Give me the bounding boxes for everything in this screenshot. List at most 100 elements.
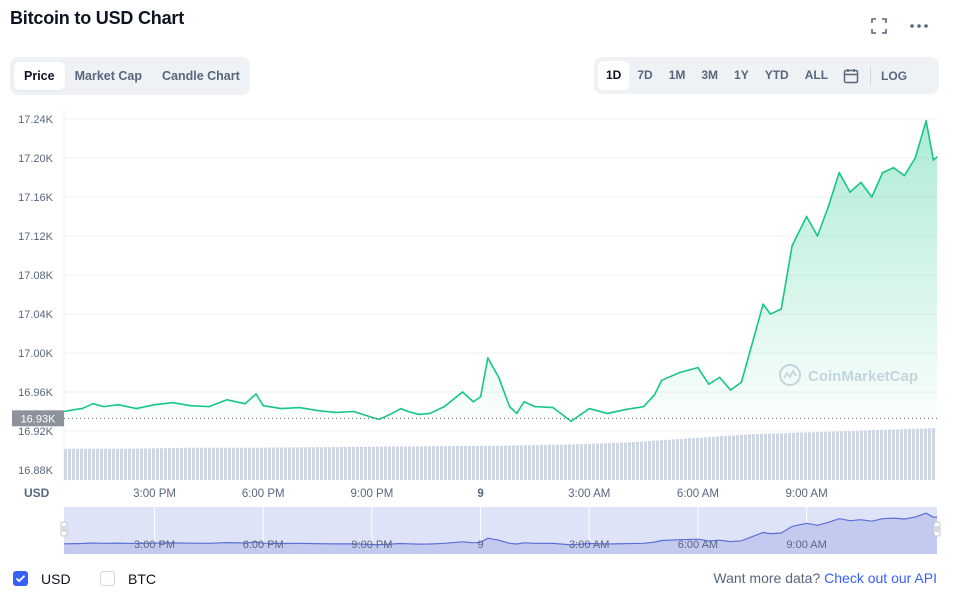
price-line-segment <box>679 366 699 374</box>
more-horizontal-icon[interactable] <box>907 14 931 38</box>
volume-bar <box>396 446 399 480</box>
volume-bar <box>268 447 271 480</box>
currency-axis-label: USD <box>24 486 50 500</box>
expand-icon[interactable] <box>867 14 891 38</box>
volume-bar <box>312 447 315 480</box>
range-3m[interactable]: 3M <box>701 68 719 82</box>
volume-bar <box>132 448 135 480</box>
volume-bar <box>404 446 407 480</box>
volume-bar <box>932 428 935 480</box>
navigator-handle[interactable] <box>60 521 68 537</box>
volume-bar <box>160 448 163 480</box>
price-line-segment <box>316 409 337 414</box>
price-line-segment <box>903 157 917 177</box>
y-tick-label: 17.04K <box>18 309 54 321</box>
volume-bar <box>84 448 87 480</box>
volume-bar <box>348 446 351 480</box>
volume-bar <box>740 434 743 480</box>
range-1m[interactable]: 1M <box>668 68 686 82</box>
tab-candle-chart[interactable]: Candle Chart <box>161 69 240 83</box>
volume-bar <box>700 437 703 480</box>
volume-bar <box>284 447 287 480</box>
api-promo: Want more data? Check out our API <box>713 570 937 586</box>
volume-bar <box>492 445 495 480</box>
navigator-tick-label: 9:00 AM <box>786 539 826 551</box>
volume-bar <box>540 445 543 480</box>
price-line-segment <box>153 401 174 406</box>
volume-bar <box>436 446 439 480</box>
volume-bar <box>204 447 207 480</box>
volume-bar <box>76 448 79 480</box>
range-ytd[interactable]: YTD <box>764 68 789 82</box>
volume-bar <box>576 444 579 480</box>
volume-bar <box>692 438 695 480</box>
volume-bar <box>172 448 175 480</box>
navigator-handle[interactable] <box>933 521 941 537</box>
volume-bar <box>908 428 911 480</box>
navigator-tick-label: 9:00 PM <box>351 539 392 551</box>
x-tick-label: 3:00 AM <box>568 488 610 500</box>
price-line-segment <box>805 215 819 237</box>
volume-bar <box>684 438 687 480</box>
volume-bar <box>764 433 767 480</box>
price-line-segment <box>117 403 138 410</box>
price-line-segment <box>487 357 500 379</box>
volume-bar <box>888 429 891 480</box>
price-line-segment <box>769 308 783 315</box>
volume-bar <box>260 447 263 480</box>
btc-checkbox[interactable] <box>100 571 115 586</box>
tab-market-cap[interactable]: Market Cap <box>74 69 142 83</box>
price-line-segment <box>892 166 906 177</box>
range-1y[interactable]: 1Y <box>734 68 749 82</box>
range-7d[interactable]: 7D <box>637 68 653 82</box>
volume-bar <box>464 445 467 480</box>
volume-bar <box>544 444 547 480</box>
volume-bar <box>148 448 151 480</box>
tab-price[interactable]: Price <box>14 62 65 90</box>
price-line-segment <box>838 171 851 193</box>
price-line-segment <box>63 408 76 413</box>
volume-bar <box>104 448 107 480</box>
volume-bar <box>72 448 75 480</box>
volume-bar <box>328 447 331 480</box>
calendar-icon[interactable] <box>836 61 866 90</box>
log-scale-toggle[interactable]: LOG <box>870 66 907 85</box>
volume-bar <box>628 442 631 480</box>
volume-bar <box>584 443 587 480</box>
volume-bar <box>224 447 227 480</box>
volume-bar <box>336 447 339 480</box>
price-line-segment <box>461 391 475 403</box>
volume-bar <box>644 441 647 480</box>
volume-bar <box>812 432 815 480</box>
volume-bar <box>600 443 603 480</box>
price-line-segment <box>925 120 935 161</box>
volume-bar <box>844 431 847 480</box>
chart-type-tabs: Price Market Cap Candle Chart <box>10 57 250 95</box>
range-all[interactable]: ALL <box>804 68 829 82</box>
price-line-segment <box>870 171 884 198</box>
volume-bar <box>924 428 927 480</box>
volume-bar <box>512 445 515 480</box>
range-navigator[interactable]: 3:00 PM 6:00 PM 9:00 PM 9 3:00 AM 6:00 AM 9:00… <box>60 507 941 554</box>
volume-bar <box>752 434 755 480</box>
volume-bar <box>460 446 463 480</box>
volume-bars <box>64 428 935 480</box>
volume-bar <box>364 446 367 480</box>
volume-bar <box>324 447 327 480</box>
navigator-line <box>63 512 938 546</box>
price-line-segment <box>849 181 862 193</box>
api-link[interactable]: Check out our API <box>824 570 937 586</box>
usd-checkbox[interactable] <box>13 571 28 586</box>
price-line-segment <box>762 303 772 315</box>
range-1d[interactable]: 1D <box>598 61 630 90</box>
volume-bar <box>756 434 759 480</box>
price-line-segment <box>443 391 464 408</box>
price-line-segment <box>208 398 228 408</box>
y-tick-label: 17.08K <box>18 270 54 282</box>
volume-bar <box>564 444 567 480</box>
x-tick-label: 9:00 AM <box>785 488 827 500</box>
volume-bar <box>168 448 171 480</box>
volume-bar <box>604 443 607 480</box>
volume-bar <box>868 430 871 480</box>
volume-bar <box>388 446 391 480</box>
